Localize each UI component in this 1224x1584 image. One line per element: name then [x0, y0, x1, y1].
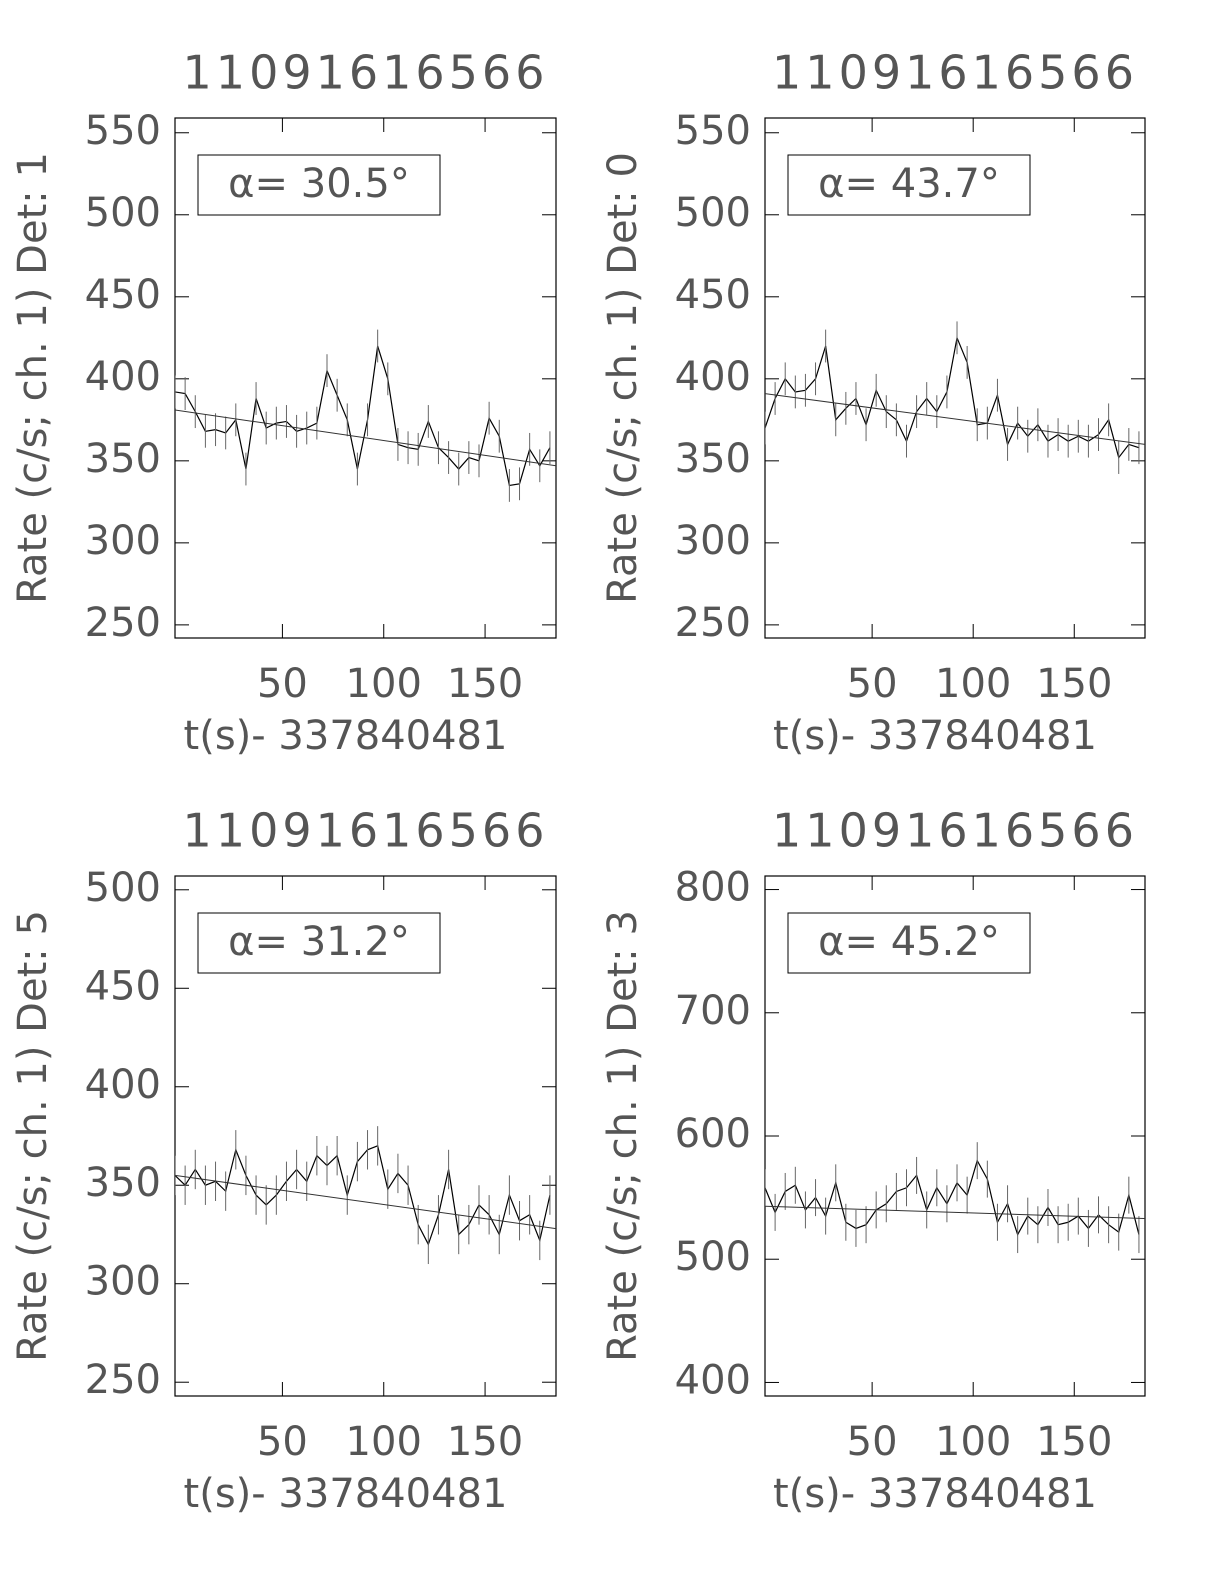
- chart-title: 11091616566: [772, 804, 1138, 858]
- plot-frame: [174, 875, 557, 1397]
- y-tick-label: 500: [675, 190, 751, 236]
- y-axis-label: Rate (c/s; ch. 1) Det: 1: [10, 152, 56, 604]
- x-tick-label: 50: [847, 1419, 898, 1465]
- plot-frame: [764, 875, 1146, 1397]
- x-tick-label: 150: [1036, 661, 1112, 707]
- y-tick-label: 600: [675, 1111, 751, 1157]
- x-tick-label: 100: [935, 661, 1011, 707]
- y-tick-label: 400: [675, 1357, 751, 1403]
- y-tick-label: 450: [85, 272, 161, 318]
- x-tick-label: 50: [257, 1419, 308, 1465]
- y-tick-label: 350: [85, 436, 161, 482]
- data-line: [175, 345, 551, 487]
- y-tick-label: 350: [675, 436, 751, 482]
- annotation: α= 45.2°: [818, 919, 1000, 965]
- annotation-box: [787, 154, 1031, 216]
- x-tick-label: 150: [447, 661, 523, 707]
- y-tick-label: 400: [675, 354, 751, 400]
- fit-line: [765, 1205, 1145, 1220]
- y-axis-label: Rate (c/s; ch. 1) Det: 3: [600, 910, 646, 1362]
- x-axis-label: t(s)- 337840481: [773, 713, 1097, 759]
- y-tick-label: 250: [675, 600, 751, 646]
- x-tick-label: 100: [346, 1419, 422, 1465]
- y-tick-label: 550: [675, 108, 751, 154]
- y-tick-label: 300: [85, 1259, 161, 1305]
- data-line: [765, 335, 1140, 459]
- x-tick-label: 100: [346, 661, 422, 707]
- x-tick-label: 50: [257, 661, 308, 707]
- chart-title: 11091616566: [772, 46, 1138, 100]
- annotation: α= 43.7°: [818, 161, 1000, 207]
- y-tick-label: 400: [85, 1062, 161, 1108]
- data-line: [175, 1145, 551, 1246]
- y-tick-label: 500: [85, 865, 161, 911]
- annotation-box: [197, 154, 441, 216]
- y-tick-label: 550: [85, 108, 161, 154]
- y-tick-label: 450: [85, 963, 161, 1009]
- y-tick-label: 700: [675, 988, 751, 1034]
- plot-frame: [764, 117, 1146, 639]
- chart-title: 11091616566: [183, 804, 549, 858]
- fit-line: [175, 409, 556, 467]
- fit-line: [175, 1174, 556, 1230]
- y-axis-label: Rate (c/s; ch. 1) Det: 0: [600, 152, 646, 604]
- y-tick-label: 250: [85, 1357, 161, 1403]
- x-axis-label: t(s)- 337840481: [184, 1471, 508, 1517]
- y-tick-label: 300: [675, 518, 751, 564]
- y-tick-label: 500: [675, 1234, 751, 1280]
- x-tick-label: 50: [847, 661, 898, 707]
- y-tick-label: 250: [85, 600, 161, 646]
- fit-line: [765, 393, 1145, 445]
- y-tick-label: 450: [675, 272, 751, 318]
- x-axis-label: t(s)- 337840481: [184, 713, 508, 759]
- annotation: α= 30.5°: [228, 161, 410, 207]
- chart-title: 11091616566: [183, 46, 549, 100]
- y-axis-label: Rate (c/s; ch. 1) Det: 5: [10, 910, 56, 1362]
- y-tick-label: 500: [85, 190, 161, 236]
- x-tick-label: 100: [935, 1419, 1011, 1465]
- y-tick-label: 350: [85, 1160, 161, 1206]
- data-line: [765, 1159, 1140, 1237]
- annotation: α= 31.2°: [228, 919, 410, 965]
- x-axis-label: t(s)- 337840481: [773, 1471, 1097, 1517]
- annotation-box: [787, 912, 1031, 974]
- x-tick-label: 150: [447, 1419, 523, 1465]
- y-tick-label: 400: [85, 354, 161, 400]
- x-tick-label: 150: [1036, 1419, 1112, 1465]
- y-tick-label: 300: [85, 518, 161, 564]
- annotation-box: [197, 912, 441, 974]
- y-tick-label: 800: [675, 865, 751, 911]
